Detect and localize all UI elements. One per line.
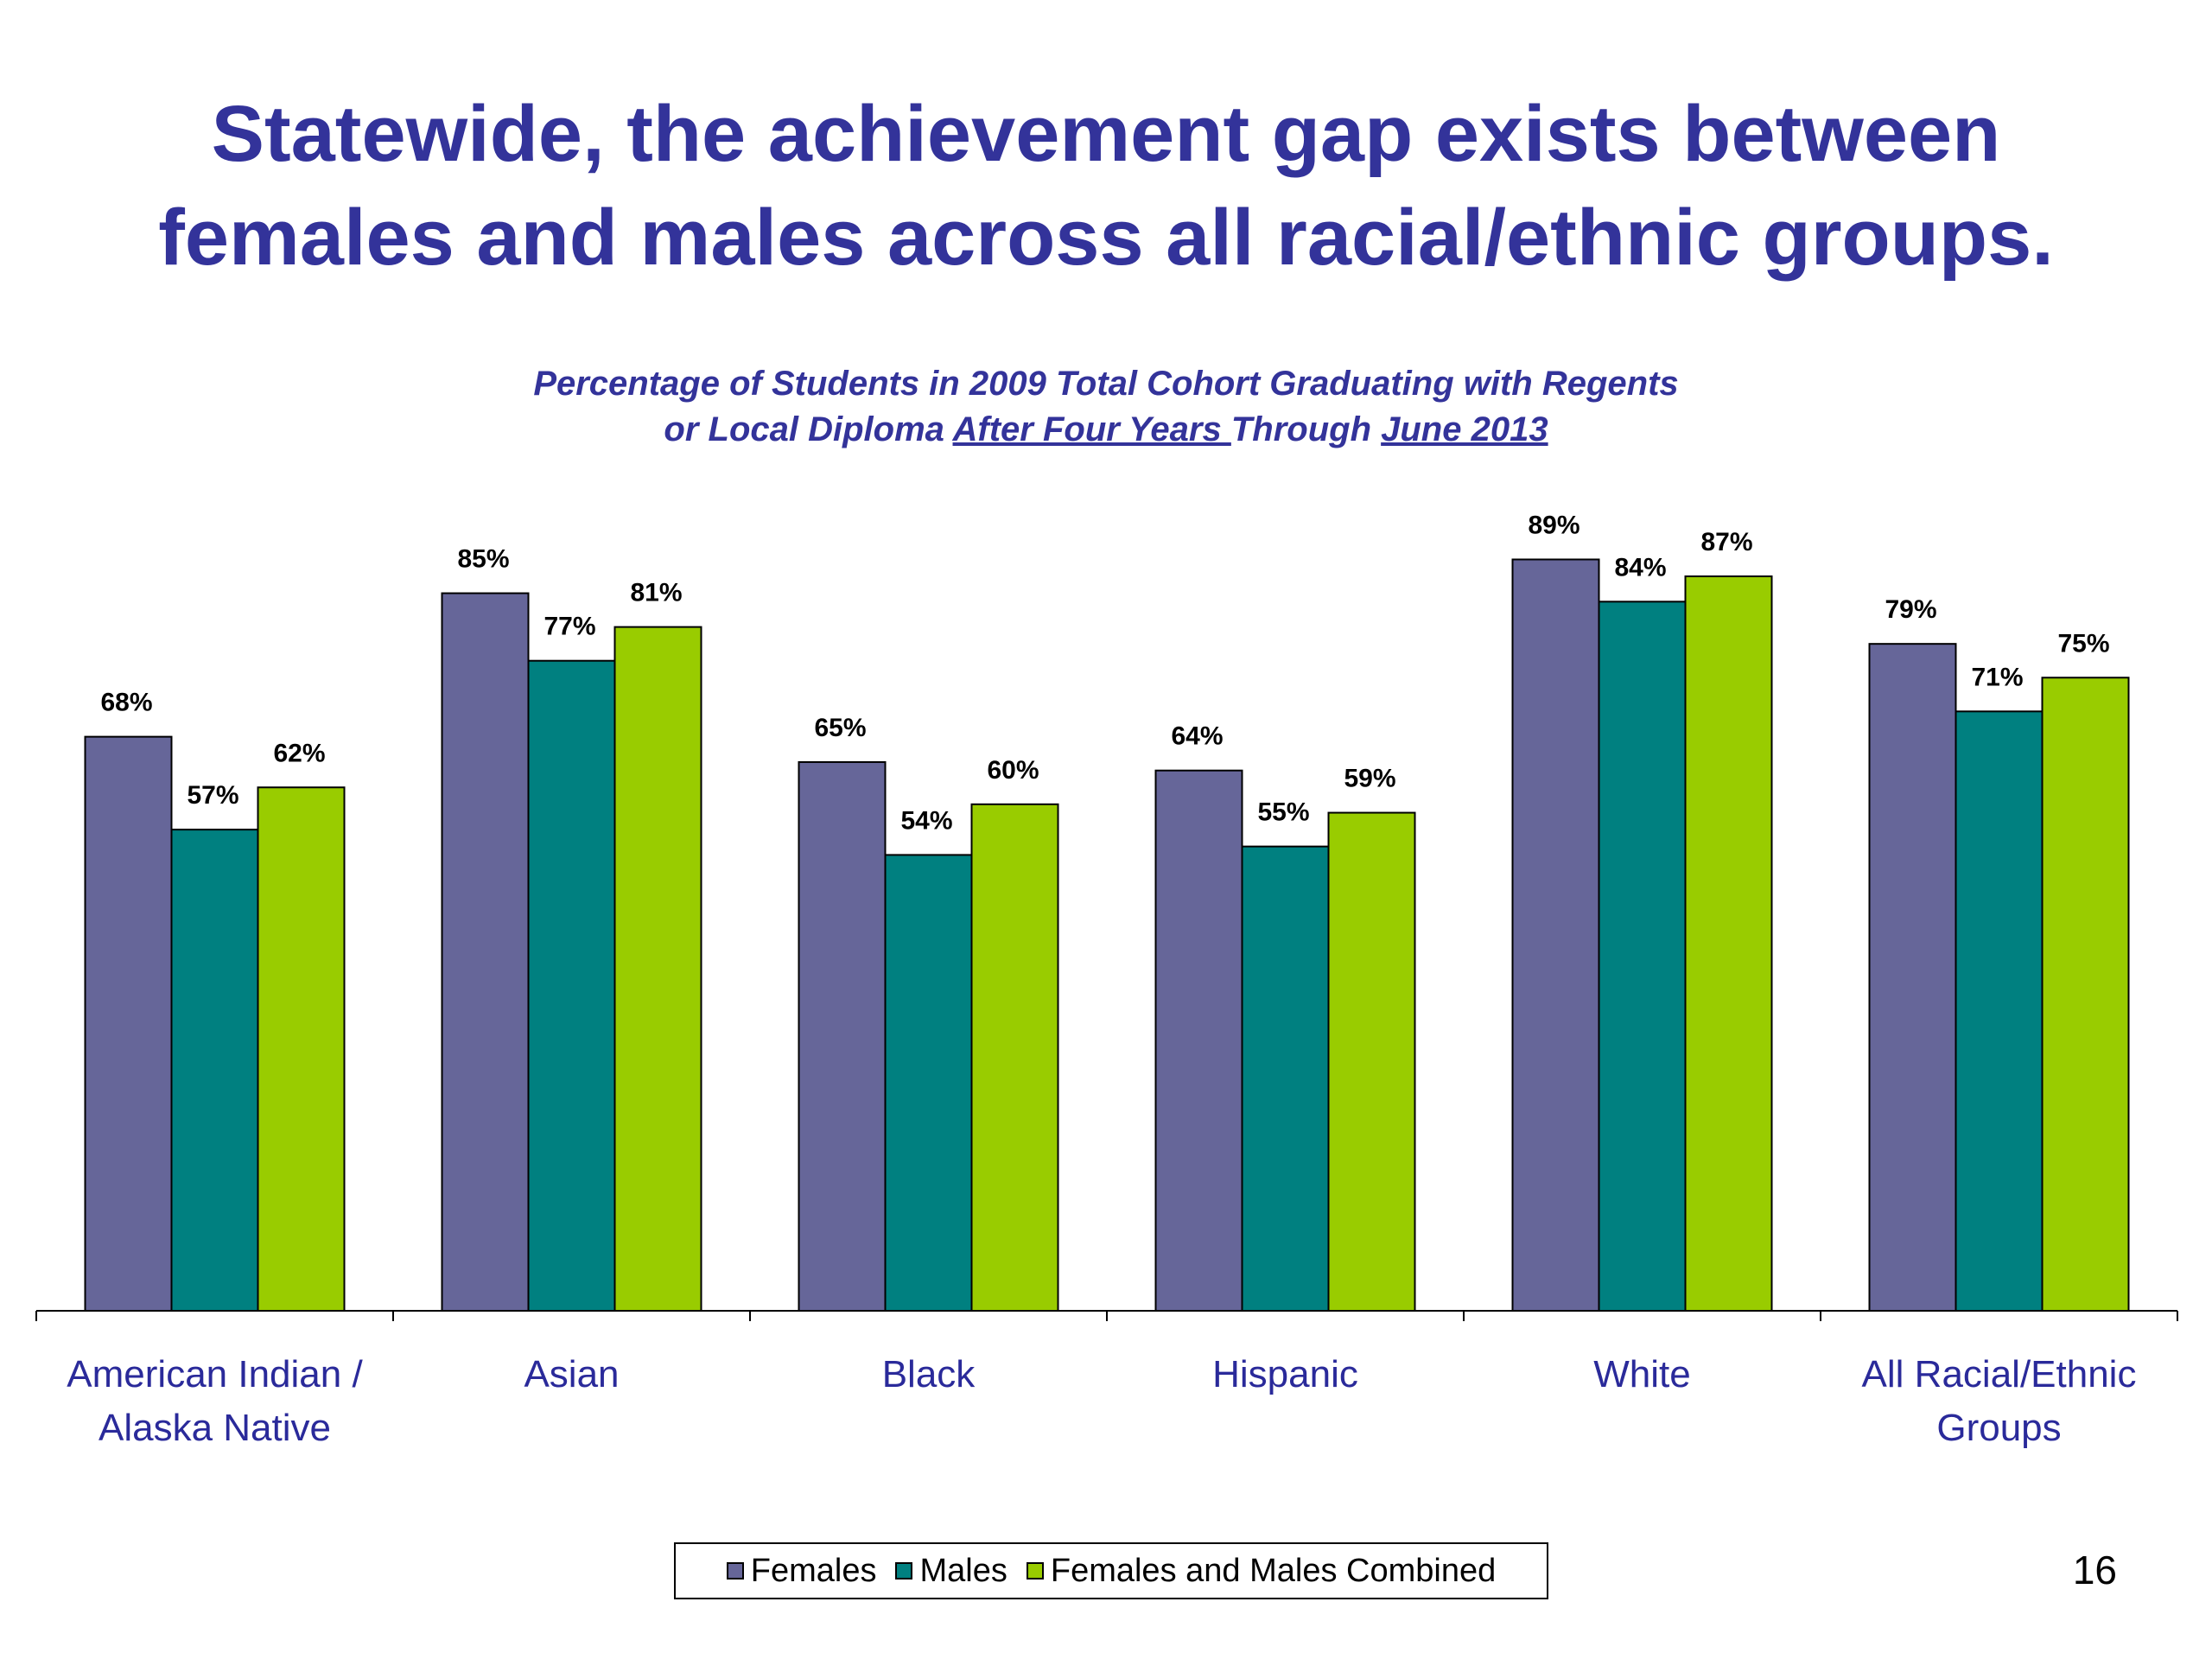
data-label: 68% xyxy=(100,689,152,717)
bar xyxy=(1684,575,1773,1312)
bar xyxy=(170,829,259,1312)
page-number: 16 xyxy=(2072,1548,2117,1592)
bar xyxy=(1241,845,1330,1312)
bar xyxy=(1154,769,1243,1312)
data-label: 64% xyxy=(1171,722,1223,751)
data-label: 77% xyxy=(543,613,595,641)
data-label: 62% xyxy=(273,739,325,767)
bar xyxy=(441,592,530,1312)
x-tick-label: Asian xyxy=(524,1353,619,1395)
data-label: 79% xyxy=(1885,595,1936,624)
data-label: 65% xyxy=(814,714,866,742)
bar xyxy=(2041,677,2130,1312)
bar xyxy=(970,803,1059,1312)
legend-swatch xyxy=(1026,1562,1044,1580)
bar xyxy=(798,760,887,1312)
bar xyxy=(257,786,346,1312)
x-tick-label: Black xyxy=(882,1353,976,1395)
data-label: 55% xyxy=(1257,798,1309,827)
data-label: 84% xyxy=(1614,553,1666,582)
bar xyxy=(1327,811,1416,1312)
chart-subtitle-line2-prefix: or Local Diploma xyxy=(664,410,953,448)
data-label: 71% xyxy=(1971,663,2023,691)
data-label: 57% xyxy=(187,781,238,810)
data-label: 87% xyxy=(1700,528,1752,556)
bar xyxy=(527,659,616,1312)
chart-legend: Females Males Females and Males Combined xyxy=(674,1542,1548,1599)
legend-swatch xyxy=(895,1562,913,1580)
bar xyxy=(1868,643,1957,1312)
x-tick-label: American Indian / Alaska Native xyxy=(67,1353,363,1449)
chart-subtitle: Percentage of Students in 2009 Total Coh… xyxy=(0,361,2212,453)
data-label: 89% xyxy=(1528,511,1580,539)
data-label: 85% xyxy=(457,545,509,574)
data-label: 59% xyxy=(1344,765,1395,793)
slide-title-line2: females and males across all racial/ethn… xyxy=(158,194,2054,282)
bar xyxy=(1511,558,1600,1312)
legend-item: Females xyxy=(726,1552,877,1590)
bar xyxy=(884,854,973,1312)
slide-title: Statewide, the achievement gap exists be… xyxy=(0,82,2212,289)
chart-subtitle-line2-middle: Through xyxy=(1230,410,1382,448)
chart-subtitle-underlined-period: After Four Years xyxy=(952,410,1231,448)
legend-label: Females and Males Combined xyxy=(1050,1552,1497,1589)
bar xyxy=(613,626,702,1312)
data-label: 54% xyxy=(900,806,952,835)
slide-title-line1: Statewide, the achievement gap exists be… xyxy=(211,90,2001,178)
legend-item: Females and Males Combined xyxy=(1026,1552,1497,1590)
bar xyxy=(84,735,173,1312)
data-label: 81% xyxy=(630,579,682,607)
legend-swatch xyxy=(726,1562,744,1580)
data-label: 60% xyxy=(987,756,1039,785)
chart-subtitle-line1: Percentage of Students in 2009 Total Coh… xyxy=(533,365,1679,403)
x-tick-label: White xyxy=(1593,1353,1690,1395)
chart-subtitle-underlined-date: June 2013 xyxy=(1381,410,1548,448)
legend-label: Females xyxy=(750,1552,877,1589)
data-label: 75% xyxy=(2057,629,2109,658)
x-tick-label: Hispanic xyxy=(1212,1353,1358,1395)
x-tick-label: All Racial/Ethnic Groups xyxy=(1862,1353,2137,1449)
bar xyxy=(1955,710,2044,1312)
bar xyxy=(1598,601,1687,1312)
legend-label: Males xyxy=(919,1552,1007,1589)
legend-item: Males xyxy=(895,1553,1007,1590)
